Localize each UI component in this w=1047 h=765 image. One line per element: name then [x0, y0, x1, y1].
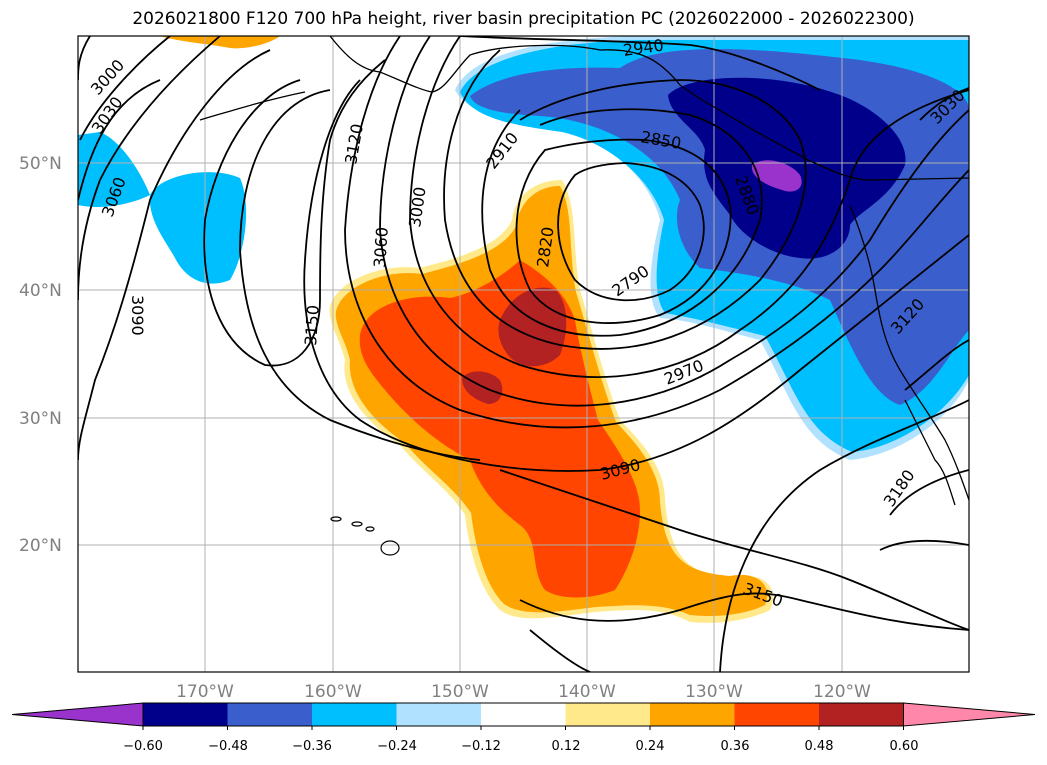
coastlines: [199, 36, 969, 506]
colorbar-extend-max: [903, 702, 1036, 727]
colorbar-label: 0.12: [552, 739, 581, 754]
colorbar: [11, 702, 1036, 730]
hawaiian-islands: [330, 516, 400, 556]
colorbar-segment: [650, 703, 735, 726]
colorbar-segment: [312, 703, 397, 726]
colorbar-label: 0.24: [636, 739, 665, 754]
lon-tick-labels: 170°W 160°W 150°W 140°W 130°W 120°W: [176, 682, 871, 702]
colorbar-tick-labels: −0.60 −0.48 −0.36 −0.24 −0.12 0.12 0.24 …: [123, 739, 918, 754]
colorbar-label: 0.60: [890, 739, 919, 754]
lon-label: 170°W: [176, 682, 234, 702]
lat-label: 30°N: [19, 409, 62, 429]
height-contours: [78, 36, 969, 672]
colorbar-label: 0.48: [805, 739, 834, 754]
contour-label: 3090: [128, 295, 147, 336]
colorbar-label: −0.24: [377, 739, 417, 754]
colorbar-segment: [819, 703, 904, 726]
colorbar-label: −0.12: [461, 739, 501, 754]
lon-label: 140°W: [558, 682, 616, 702]
shade-orange-top: [160, 36, 280, 49]
west-coast-na: [849, 204, 969, 501]
contour-label: 3060: [370, 226, 392, 268]
lon-label: 120°W: [813, 682, 871, 702]
shade-neg-024-dateline: [78, 132, 150, 207]
colorbar-segment: [481, 703, 566, 726]
lat-label: 40°N: [19, 281, 62, 301]
colorbar-segment: [143, 703, 228, 726]
shade-pos-048-b: [462, 371, 503, 404]
colorbar-segment: [227, 703, 313, 726]
map-frame: [77, 35, 970, 673]
colorbar-segment: [565, 703, 651, 726]
lat-label: 50°N: [19, 154, 62, 174]
alaska-coast: [329, 36, 969, 181]
colorbar-segment: [396, 703, 482, 726]
map-plot-area: 3000 3030 3060 3090 3120 3000 3060 3150 …: [78, 35, 969, 672]
colorbar-outline: [142, 702, 904, 727]
aleutians: [199, 91, 306, 121]
colorbar-segment: [734, 703, 820, 726]
colorbar-extend-min: [11, 702, 144, 727]
lon-label: 130°W: [685, 682, 743, 702]
positive-anomaly-shading: [329, 180, 774, 623]
shade-neg-024-west: [149, 172, 247, 284]
colorbar-label: 0.36: [721, 739, 750, 754]
lon-label: 160°W: [304, 682, 362, 702]
contour-label: 3150: [301, 304, 323, 346]
contour-label: 2940: [622, 35, 665, 59]
colorbar-label: −0.48: [208, 739, 248, 754]
lat-label: 20°N: [19, 536, 62, 556]
lat-tick-labels: 20°N 30°N 40°N 50°N: [19, 154, 62, 556]
baja: [904, 399, 956, 506]
colorbar-label: −0.36: [292, 739, 332, 754]
shade-neg-060: [751, 160, 802, 192]
lon-label: 150°W: [431, 682, 489, 702]
colorbar-label: −0.60: [123, 739, 163, 754]
map-title: 2026021800 F120 700 hPa height, river ba…: [132, 9, 915, 29]
shade-pos-036: [359, 260, 640, 598]
